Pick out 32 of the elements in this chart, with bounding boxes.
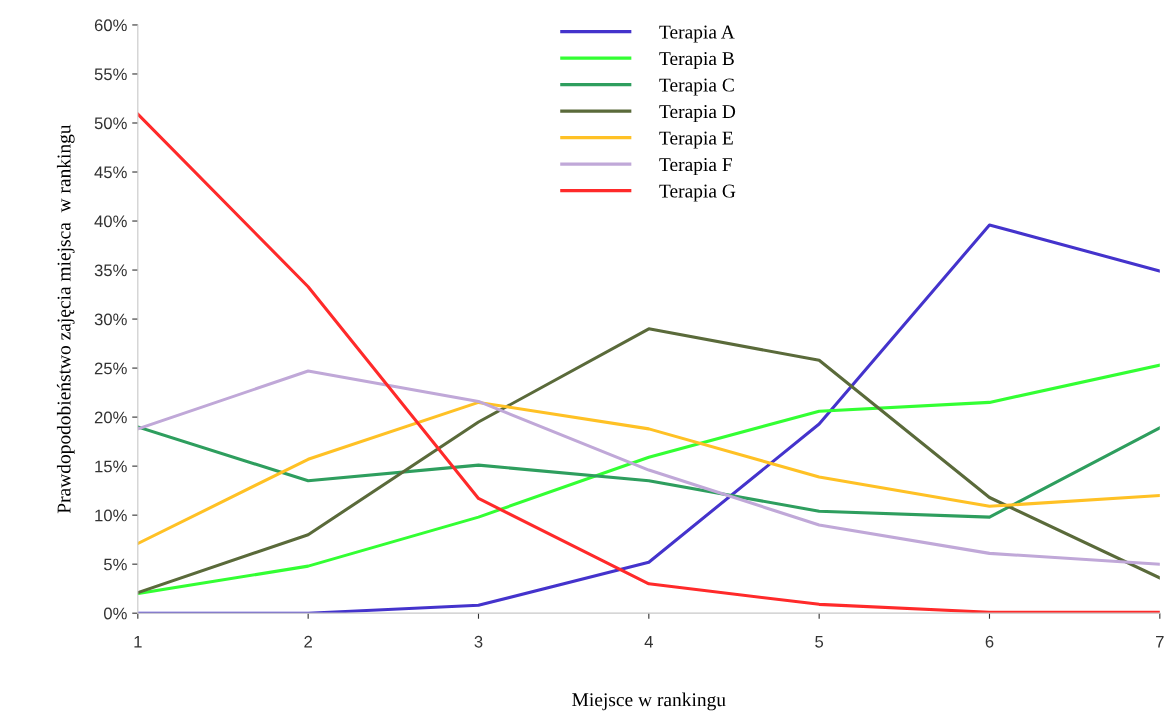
line-series xyxy=(137,425,1160,519)
line-series xyxy=(137,369,1160,566)
y-tick-label: 10% xyxy=(95,509,127,522)
y-tick-label: 30% xyxy=(94,313,127,326)
x-tick-label: 6 xyxy=(985,635,994,648)
x-tick-label: 7 xyxy=(1156,636,1164,648)
y-tick-label: 50% xyxy=(94,117,127,130)
y-tick-label: 40% xyxy=(94,215,127,228)
legend-label: Terapia D xyxy=(659,105,736,123)
x-tick-label: 4 xyxy=(644,636,653,648)
x-tick-label: 5 xyxy=(815,636,824,648)
y-tick-label: 45% xyxy=(94,166,127,179)
legend-label: Terapia E xyxy=(659,131,733,149)
x-axis-title: Miejsce w rankingu xyxy=(572,692,726,711)
x-tick-label: 3 xyxy=(474,635,483,648)
y-tick-label: 35% xyxy=(94,264,127,277)
y-tick-label: 60% xyxy=(94,19,127,32)
line-series xyxy=(137,400,1160,546)
x-tick-label: 1 xyxy=(134,636,142,648)
y-tick-label: 15% xyxy=(95,460,127,473)
legend-label: Terapia A xyxy=(659,25,735,43)
y-tick-label: 0% xyxy=(103,607,127,620)
y-tick-label: 55% xyxy=(94,68,127,81)
legend-label: Terapia F xyxy=(659,158,732,176)
x-tick-label: 2 xyxy=(304,635,312,648)
y-tick-label: 25% xyxy=(94,362,127,375)
legend-label: Terapia G xyxy=(659,184,736,202)
legend-label: Terapia B xyxy=(659,52,734,70)
y-tick-label: 20% xyxy=(94,411,127,424)
legend-label: Terapia C xyxy=(659,78,734,96)
y-axis-title: Prawdopodobieństwo zajęcia miejsca w rankingu xyxy=(56,124,75,514)
y-tick-label: 5% xyxy=(103,558,127,571)
